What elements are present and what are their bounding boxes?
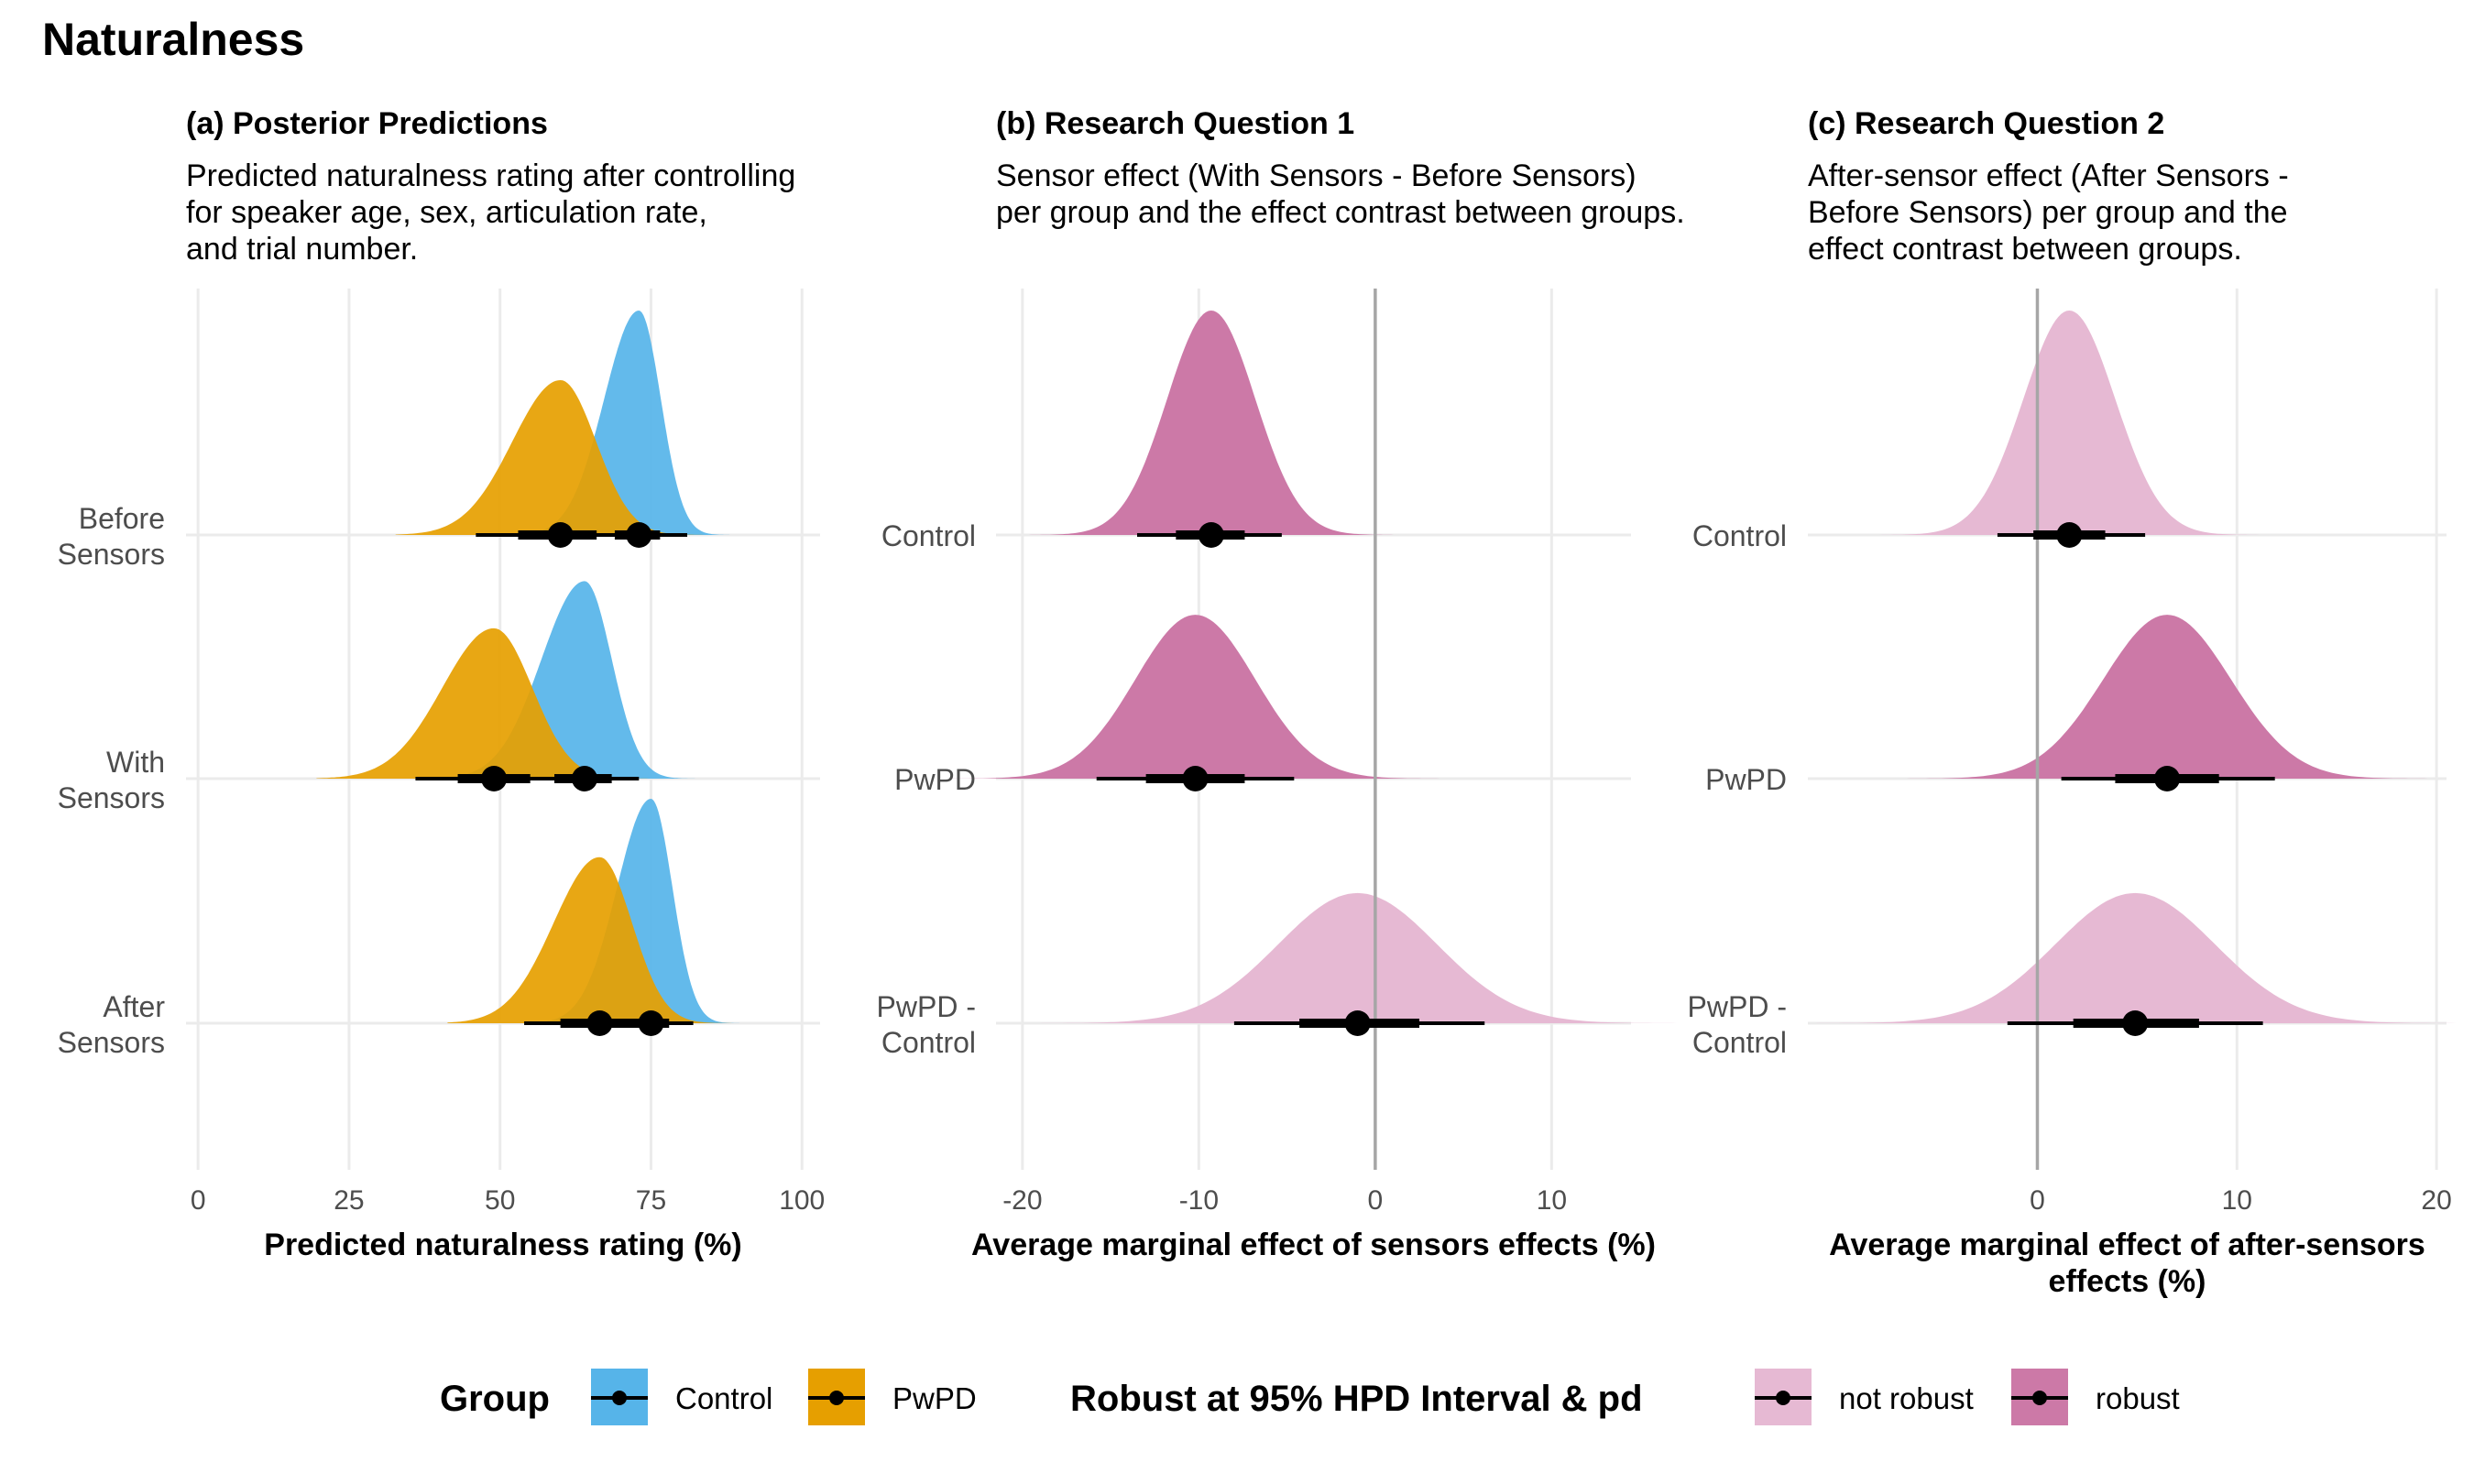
y-tick-label: After	[103, 990, 165, 1023]
legend-item-label: not robust	[1839, 1381, 1974, 1415]
point-median	[1198, 522, 1224, 548]
x-axis-label: effects (%)	[2049, 1264, 2206, 1299]
y-tick-label: Control	[1692, 519, 1787, 552]
x-tick-label: 20	[2421, 1185, 2451, 1216]
legend-item-label: robust	[2096, 1381, 2180, 1415]
panel-subtitle-line: per group and the effect contrast betwee…	[996, 195, 1685, 230]
panel-subtitle-line: effect contrast between groups.	[1808, 232, 2242, 267]
legend-key-point	[612, 1391, 627, 1405]
point-median	[571, 766, 597, 791]
panel-subtitle-line: and trial number.	[186, 232, 418, 267]
legend-key-point	[829, 1391, 844, 1405]
x-axis-label: Predicted naturalness rating (%)	[264, 1228, 741, 1262]
y-tick-label: PwPD	[894, 763, 976, 796]
panel-c: (c) Research Question 2 After-sensor effe…	[1688, 106, 2471, 1299]
panel-subtitle-line: Predicted naturalness rating after contr…	[186, 158, 795, 193]
x-tick-label: 100	[779, 1185, 825, 1216]
density-not_robust	[1024, 892, 1691, 1023]
density-not_robust	[1800, 892, 2471, 1023]
y-tick-label: PwPD	[1705, 763, 1787, 796]
x-tick-label: 0	[1368, 1185, 1384, 1216]
panel-subtitle-line: for speaker age, sex, articulation rate,	[186, 195, 707, 230]
x-tick-label: 0	[2030, 1185, 2045, 1216]
x-tick-label: 75	[636, 1185, 666, 1216]
legend-key-point	[1776, 1391, 1790, 1405]
point-median	[2056, 522, 2083, 548]
x-axis-label: Average marginal effect of after-sensors	[1829, 1228, 2425, 1262]
point-median	[1182, 766, 1209, 791]
density-not_robust	[1876, 311, 2262, 535]
y-tick-label: Control	[881, 1026, 976, 1059]
legend-group: Group Control PwPD	[440, 1369, 977, 1425]
point-median	[481, 766, 508, 791]
legend-item-label: PwPD	[892, 1381, 977, 1415]
x-tick-label: -10	[1179, 1185, 1219, 1216]
point-median	[2122, 1010, 2149, 1036]
panel-title: (c) Research Question 2	[1808, 106, 2164, 141]
y-tick-label: With	[106, 746, 165, 779]
density-robust	[1899, 615, 2436, 779]
panel-subtitle-line: Sensor effect (With Sensors - Before Sen…	[996, 158, 1637, 193]
point-median	[547, 522, 574, 548]
panel-title: (a) Posterior Predictions	[186, 106, 548, 141]
y-tick-label: Sensors	[58, 538, 165, 571]
density-pwpd	[447, 857, 752, 1023]
x-tick-label: 10	[2222, 1185, 2252, 1216]
panel-b: (b) Research Question 1 Sensor effect (Wi…	[877, 106, 1691, 1262]
density-robust	[1025, 311, 1396, 535]
legend-item-label: Control	[675, 1381, 772, 1415]
panels: (a) Posterior Predictions Predicted natur…	[58, 106, 2471, 1299]
panel-title: (b) Research Question 1	[996, 106, 1354, 141]
density-pwpd	[316, 627, 672, 779]
y-tick-label: Control	[881, 519, 976, 552]
point-median	[1344, 1010, 1371, 1036]
x-tick-label: 10	[1537, 1185, 1567, 1216]
legend-key-point	[2032, 1391, 2047, 1405]
point-median	[586, 1010, 613, 1036]
legend: Group Control PwPD Robust at 95% HPD Interv…	[440, 1369, 2180, 1425]
y-tick-label: PwPD -	[877, 990, 976, 1023]
y-tick-label: PwPD -	[1688, 990, 1787, 1023]
y-tick-label: Sensors	[58, 781, 165, 814]
legend-robust: Robust at 95% HPD Interval & pd not robus…	[1070, 1369, 2180, 1425]
y-tick-label: Sensors	[58, 1026, 165, 1059]
density-pwpd	[395, 380, 726, 535]
panel-subtitle-line: Before Sensors) per group and the	[1808, 195, 2288, 230]
y-tick-label: Before	[79, 502, 165, 535]
x-tick-label: 50	[485, 1185, 515, 1216]
panel-a: (a) Posterior Predictions Predicted natur…	[58, 106, 826, 1262]
density-robust	[943, 615, 1448, 779]
y-tick-label: Control	[1692, 1026, 1787, 1059]
x-tick-label: 0	[191, 1185, 206, 1216]
x-tick-label: 25	[334, 1185, 364, 1216]
panel-subtitle-line: After-sensor effect (After Sensors -	[1808, 158, 2289, 193]
point-median	[2154, 766, 2181, 791]
figure-title: Naturalness	[42, 14, 304, 65]
legend-title: Robust at 95% HPD Interval & pd	[1070, 1379, 1643, 1419]
legend-title: Group	[440, 1379, 550, 1419]
x-tick-label: -20	[1002, 1185, 1042, 1216]
x-axis-label: Average marginal effect of sensors effec…	[971, 1228, 1656, 1262]
